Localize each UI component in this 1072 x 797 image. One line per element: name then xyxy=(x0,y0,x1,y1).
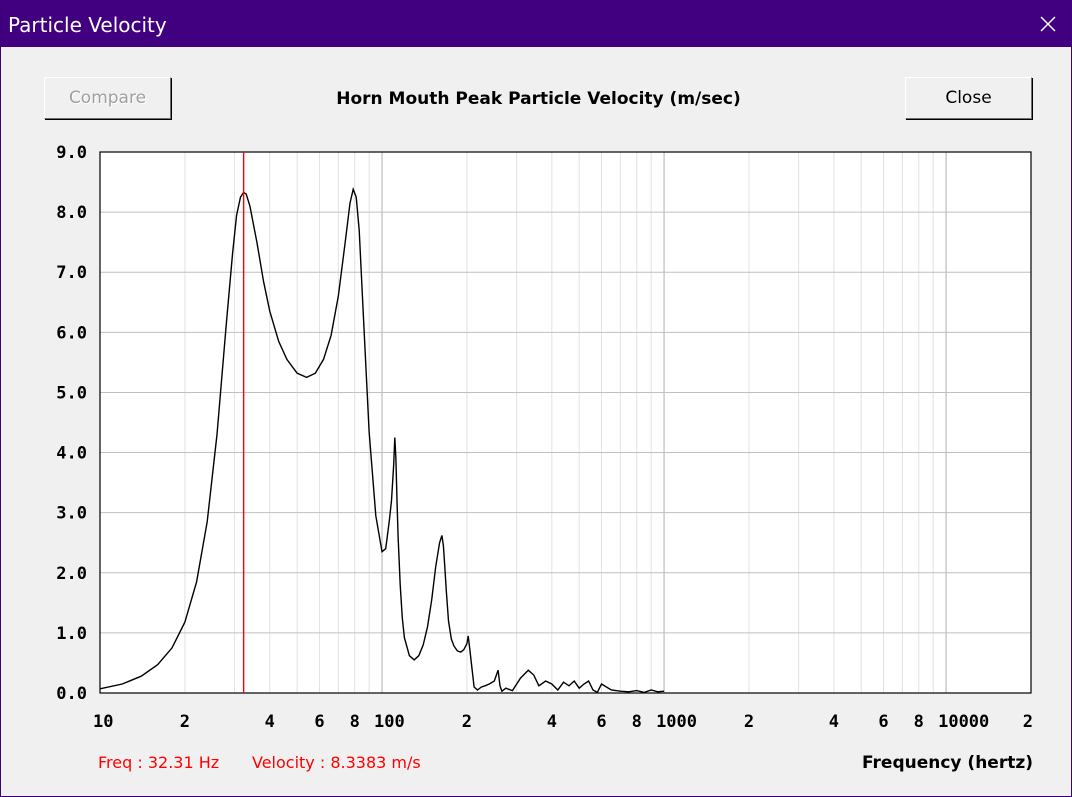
y-tick-label: 8.0 xyxy=(56,203,87,223)
y-tick-label: 3.0 xyxy=(56,504,87,524)
x-tick-label: 100 xyxy=(374,712,405,732)
compare-button-label: Compare xyxy=(68,88,147,108)
chart-title: Horn Mouth Peak Particle Velocity (m/sec… xyxy=(336,89,741,109)
x-tick-label: 10000 xyxy=(938,712,989,732)
x-tick-label: 2 xyxy=(1023,712,1033,732)
x-tick-label: 8 xyxy=(350,712,360,732)
x-tick-label: 8 xyxy=(914,712,924,732)
close-icon xyxy=(1040,16,1056,32)
window-title: Particle Velocity xyxy=(8,13,167,37)
y-tick-label: 5.0 xyxy=(56,383,87,403)
y-tick-label: 0.0 xyxy=(56,684,87,704)
plot-area xyxy=(100,152,1031,693)
x-axis-label: Frequency (hertz) xyxy=(862,753,1033,773)
x-tick-label: 6 xyxy=(596,712,606,732)
y-tick-label: 2.0 xyxy=(56,564,87,584)
x-tick-label: 10 xyxy=(93,712,113,732)
x-tick-label: 6 xyxy=(878,712,888,732)
x-tick-label: 4 xyxy=(547,712,557,732)
y-tick-label: 1.0 xyxy=(56,624,87,644)
title-bar: Particle Velocity xyxy=(1,1,1071,47)
x-tick-label: 6 xyxy=(314,712,324,732)
y-tick-label: 4.0 xyxy=(56,444,87,464)
x-tick-label: 2 xyxy=(180,712,190,732)
y-tick-label: 7.0 xyxy=(56,263,87,283)
freq-readout: Freq : 32.31 Hz xyxy=(98,753,220,772)
x-tick-label: 8 xyxy=(632,712,642,732)
compare-button[interactable]: Compare xyxy=(44,77,171,119)
y-tick-label: 6.0 xyxy=(56,323,87,343)
window-close-button[interactable] xyxy=(1025,1,1071,47)
velocity-curve xyxy=(99,186,665,694)
x-tick-label: 4 xyxy=(829,712,839,732)
y-tick-label: 9.0 xyxy=(56,143,87,163)
velocity-readout: Velocity : 8.3383 m/s xyxy=(252,753,421,772)
x-tick-label: 2 xyxy=(744,712,754,732)
plot-border xyxy=(99,151,1032,694)
x-tick-label: 1000 xyxy=(656,712,697,732)
x-tick-label: 2 xyxy=(462,712,472,732)
close-button-label: Close xyxy=(945,88,992,108)
x-tick-label: 4 xyxy=(265,712,275,732)
close-button[interactable]: Close xyxy=(905,77,1032,119)
